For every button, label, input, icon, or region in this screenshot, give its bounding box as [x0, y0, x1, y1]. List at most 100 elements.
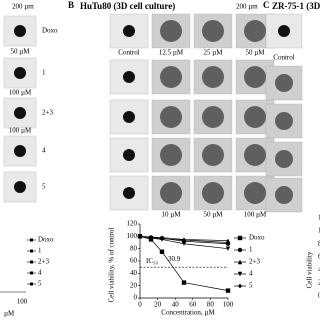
legend-label: 1: [38, 247, 42, 255]
caption: Control: [273, 54, 294, 62]
marker: [181, 237, 187, 243]
spheroid: [244, 66, 266, 88]
spheroid: [14, 67, 26, 79]
spheroid: [123, 187, 135, 199]
spheroid: [244, 20, 266, 42]
axis-label: Cell viability: [306, 251, 314, 288]
y-tick-label: 120: [127, 220, 138, 228]
spheroid: [275, 186, 293, 204]
marker: [148, 235, 154, 240]
y-tick-label: 60: [130, 257, 138, 265]
annotation: IC₅₀: [146, 257, 158, 265]
spheroid: [160, 182, 182, 204]
marker: [225, 288, 231, 293]
spheroid: [244, 182, 266, 204]
marker: [181, 241, 187, 246]
spheroid: [275, 112, 293, 130]
marker: [237, 283, 243, 289]
row-label: 2+3: [42, 109, 53, 117]
y-tick-label: 40: [130, 269, 138, 277]
marker: [181, 280, 187, 285]
axis-label: Cell viability, % of control: [108, 228, 116, 303]
scale-bar: 200 µm: [236, 3, 258, 11]
spheroid: [160, 20, 182, 42]
caption: 50 µM: [245, 49, 265, 57]
marker: [237, 259, 243, 265]
legend-marker: [30, 271, 33, 275]
micrograph: [151, 137, 191, 173]
legend-label: Doxo: [249, 234, 265, 242]
legend-marker: [30, 249, 33, 253]
caption: 12.5 µM: [159, 49, 184, 57]
marker: [159, 249, 165, 254]
caption: 100 µM: [9, 89, 32, 97]
legend-marker: [30, 260, 33, 264]
spheroid: [160, 66, 182, 88]
panel-letter: C: [263, 0, 270, 10]
row-label: 1: [42, 69, 46, 77]
panel-title: HuTu80 (3D cell culture): [80, 1, 175, 11]
marker: [237, 235, 243, 241]
tick-label: 40: [318, 266, 320, 274]
y-tick-label: 100: [127, 232, 138, 240]
tick-label: 60: [318, 253, 320, 261]
legend-label: 1: [249, 246, 253, 254]
y-tick-label: 0: [134, 294, 138, 302]
spheroid: [202, 20, 224, 42]
spheroid: [14, 181, 26, 193]
legend-label: 2+3: [249, 258, 260, 266]
legend-marker: [30, 282, 33, 286]
spheroid: [160, 144, 182, 166]
legend-label: 5: [249, 282, 253, 290]
scale-bar: 200 µm: [12, 3, 34, 11]
spheroid: [14, 145, 26, 157]
spheroid: [123, 25, 135, 37]
x-tick-label: 0: [138, 301, 142, 309]
row-label: 4: [42, 147, 46, 155]
tick-label: 100: [318, 227, 320, 235]
tick-label: 120: [318, 214, 320, 222]
tick-label: 80: [318, 240, 320, 248]
spheroid: [202, 144, 224, 166]
caption: Control: [118, 49, 139, 57]
caption: 100 µM: [244, 211, 267, 219]
spheroid: [275, 150, 293, 168]
legend-label: Doxo: [38, 236, 54, 244]
legend-label: 4: [249, 270, 253, 278]
tick-label: 20: [318, 279, 320, 287]
spheroid: [202, 182, 224, 204]
axis-label: Concentration, µM: [161, 309, 215, 317]
marker: [225, 246, 231, 251]
legend-label: 4: [38, 269, 42, 277]
panel-title: ZR-75-1 (3D: [272, 1, 320, 11]
spheroid: [14, 107, 26, 119]
x-tick-label: 100: [223, 301, 234, 309]
x-tick-label: 40: [172, 301, 180, 309]
spheroid: [14, 25, 26, 37]
caption: 100 µM: [9, 127, 32, 135]
caption: 50 µM: [203, 211, 223, 219]
marker: [237, 247, 243, 253]
spheroid: [202, 106, 224, 128]
marker: [137, 234, 143, 239]
marker: [237, 271, 243, 277]
x-tick-label: 20: [154, 301, 162, 309]
tick-label: 0: [318, 292, 320, 300]
panel-letter: B: [68, 0, 74, 10]
spheroid: [278, 25, 290, 37]
row-label: Doxo: [42, 27, 58, 35]
annotation: 30.9: [168, 255, 181, 263]
marker: [225, 240, 231, 245]
y-tick-label: 80: [130, 244, 138, 252]
spheroid: [123, 71, 135, 83]
row-label: 5: [42, 183, 46, 191]
x-tick-label: 80: [207, 301, 215, 309]
legend-label: 5: [38, 280, 42, 288]
x-tick-label: 60: [189, 301, 197, 309]
spheroid: [123, 149, 135, 161]
caption: 25 µM: [203, 49, 223, 57]
micrograph: [265, 141, 303, 177]
caption: 10 µM: [161, 211, 181, 219]
spheroid: [202, 66, 224, 88]
